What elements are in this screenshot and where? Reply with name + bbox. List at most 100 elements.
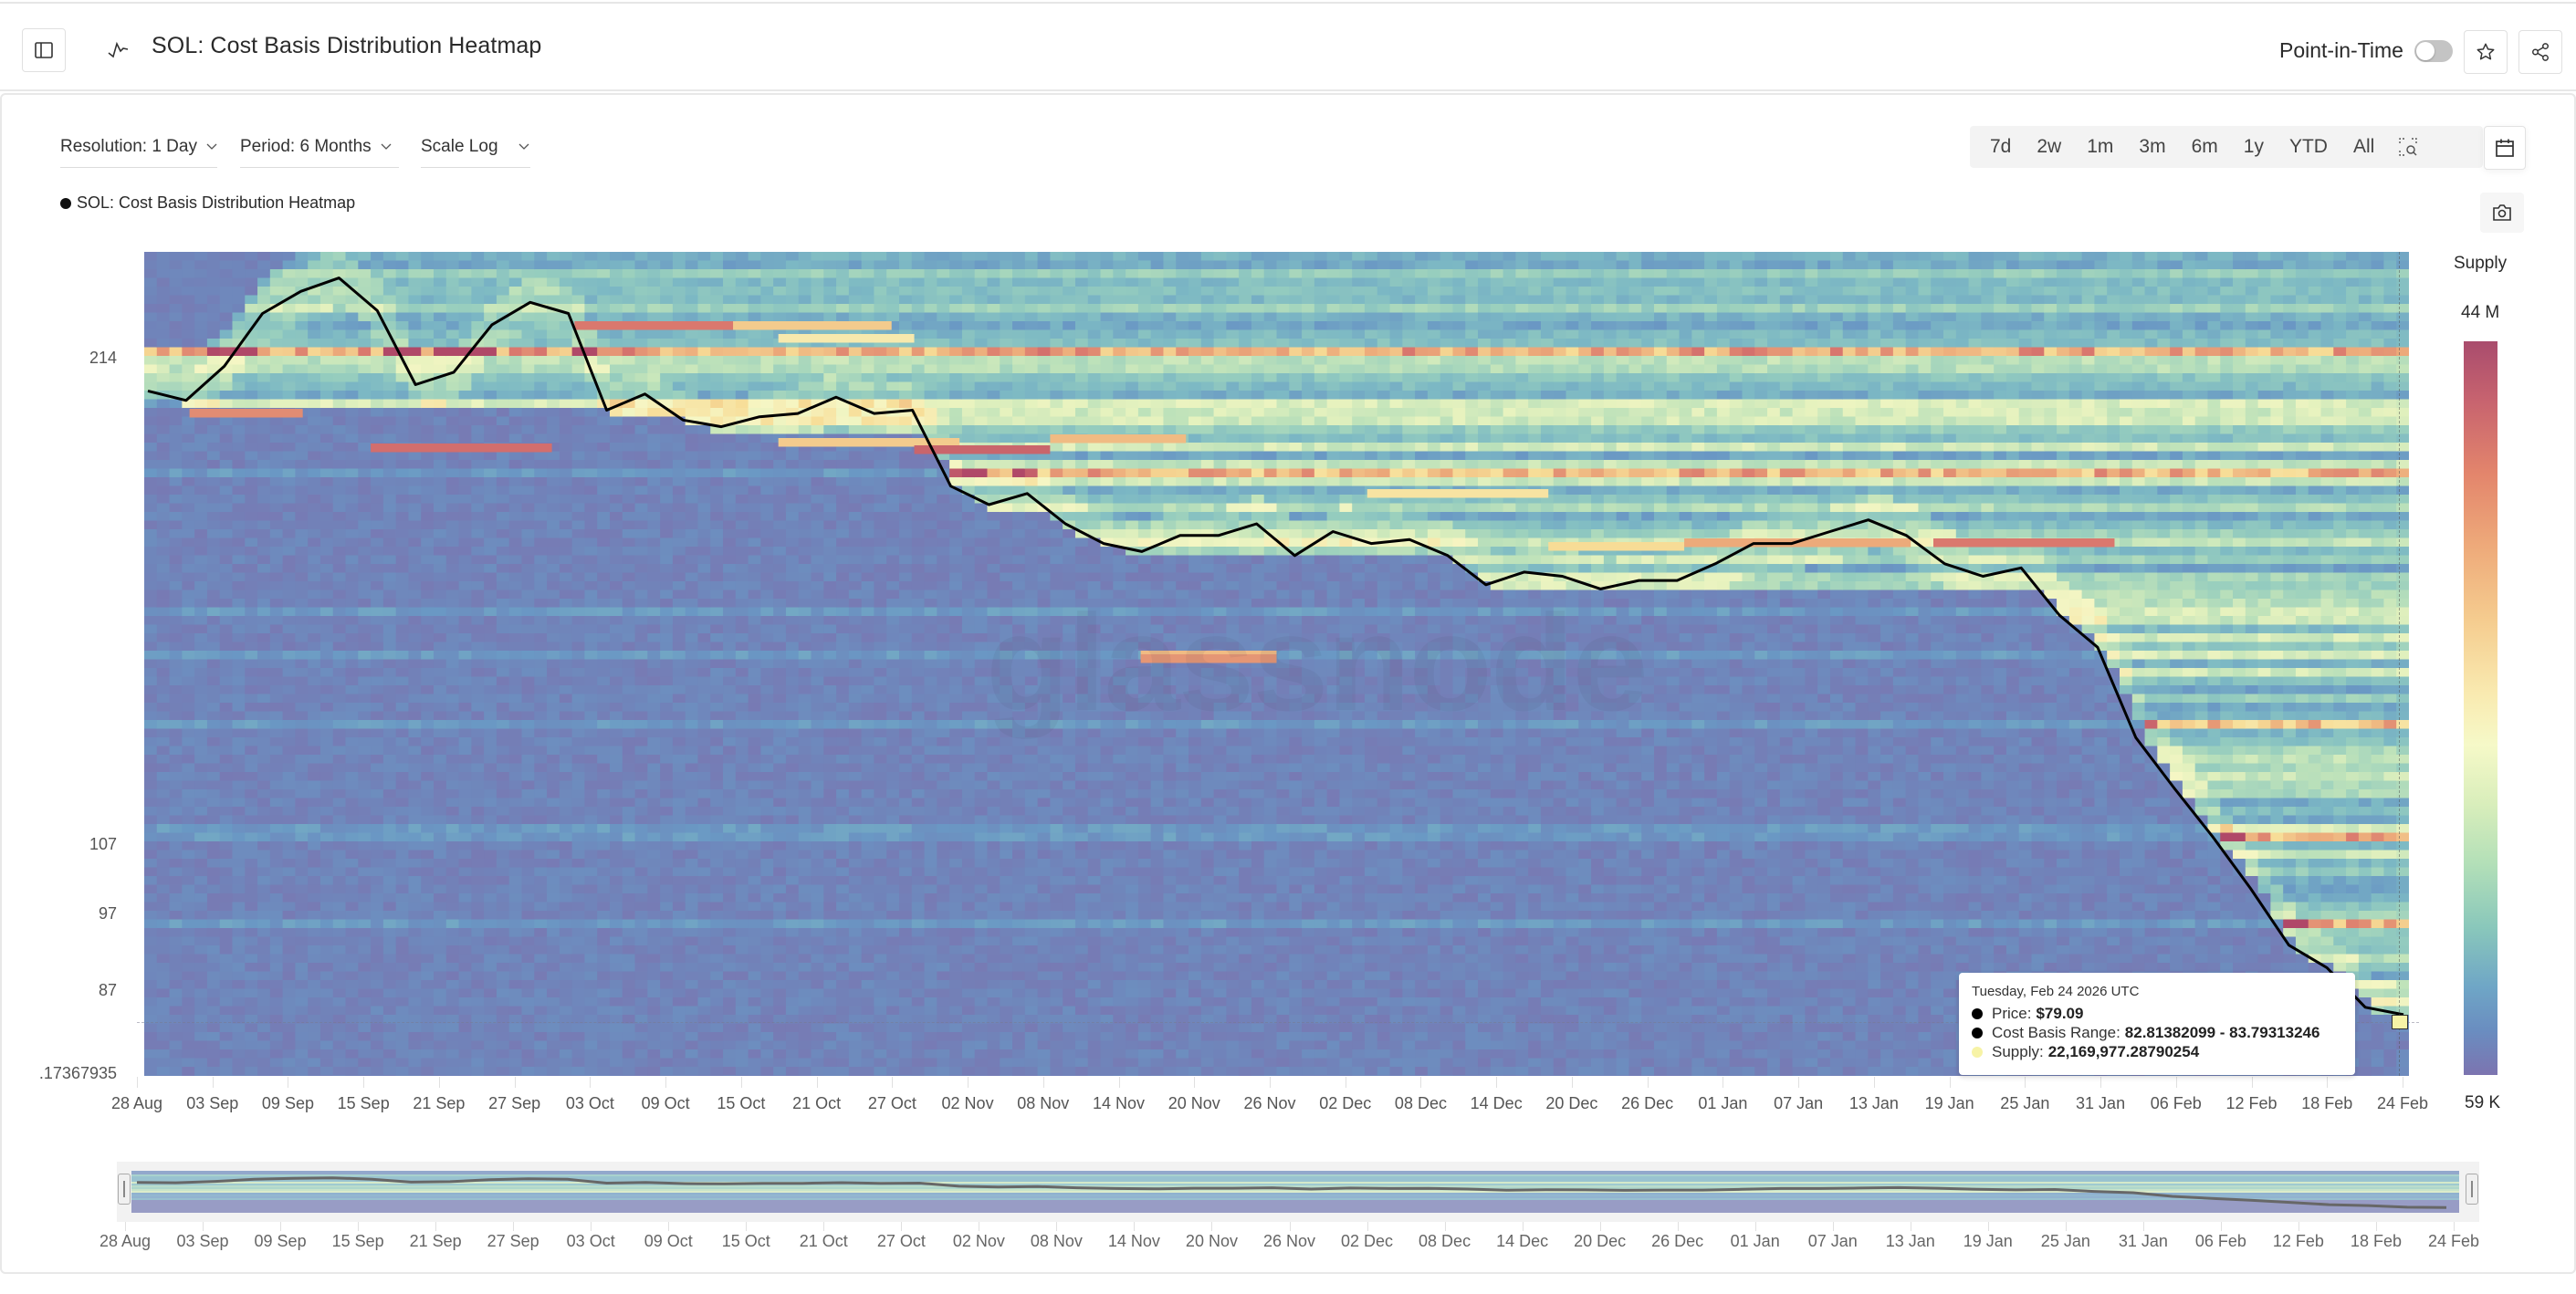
camera-icon xyxy=(2493,204,2511,221)
x-axis-label: 21 Sep xyxy=(413,1094,466,1112)
navigator-tick xyxy=(1987,1222,1989,1231)
tooltip-supply-label: Supply: xyxy=(1992,1043,2044,1060)
x-axis-tick xyxy=(590,1077,592,1088)
navigator-tick xyxy=(591,1222,592,1231)
x-axis-tick xyxy=(1571,1077,1573,1088)
range-3m-button[interactable]: 3m xyxy=(2139,136,2166,157)
zoom-select-button[interactable] xyxy=(2387,126,2429,168)
screenshot-button[interactable] xyxy=(2480,193,2524,233)
favorite-button[interactable] xyxy=(2464,30,2508,74)
point-in-time-label: Point-in-Time xyxy=(2279,38,2403,62)
x-axis-label: 27 Sep xyxy=(488,1094,541,1112)
range-all-button[interactable]: All xyxy=(2352,136,2375,157)
navigator-left-handle[interactable] xyxy=(118,1174,131,1205)
calendar-icon xyxy=(2496,139,2514,157)
x-axis-label: 20 Dec xyxy=(1545,1094,1598,1112)
y-axis-label: .17367935 xyxy=(38,1064,117,1082)
x-axis-label: 26 Nov xyxy=(1243,1094,1296,1112)
x-axis-label: 19 Jan xyxy=(1924,1094,1974,1112)
x-axis-tick xyxy=(740,1077,742,1088)
navigator-label: 08 Dec xyxy=(1419,1232,1471,1250)
x-axis-label: 12 Feb xyxy=(2225,1094,2278,1112)
x-axis-tick xyxy=(2327,1077,2329,1088)
crosshair-horizontal xyxy=(137,1022,2419,1023)
x-axis-label: 13 Jan xyxy=(1848,1094,1899,1112)
share-button[interactable] xyxy=(2518,30,2562,74)
x-axis-tick xyxy=(968,1077,969,1088)
page-title: SOL: Cost Basis Distribution Heatmap xyxy=(152,33,542,58)
navigator-label: 20 Nov xyxy=(1185,1232,1238,1250)
toggle-knob xyxy=(2416,42,2435,60)
tooltip-range-row: Cost Basis Range: 82.81382099 - 83.79313… xyxy=(1972,1023,2342,1042)
navigator-label: 06 Feb xyxy=(2194,1232,2246,1250)
x-axis-label: 15 Oct xyxy=(717,1094,766,1112)
legend-label: SOL: Cost Basis Distribution Heatmap xyxy=(77,193,356,212)
range-2w-button[interactable]: 2w xyxy=(2037,136,2062,157)
point-in-time-toggle[interactable] xyxy=(2414,40,2453,62)
navigator-label: 09 Oct xyxy=(644,1232,693,1250)
tooltip-supply-value: 22,169,977.28790254 xyxy=(2047,1043,2200,1060)
navigator-label: 27 Oct xyxy=(876,1232,926,1250)
navigator-tick xyxy=(513,1222,515,1231)
top-border xyxy=(0,0,2576,4)
x-axis-tick xyxy=(1118,1077,1120,1088)
x-axis-label: 14 Nov xyxy=(1093,1094,1146,1112)
navigator-label: 14 Dec xyxy=(1496,1232,1549,1250)
navigator-label: 03 Oct xyxy=(566,1232,615,1250)
x-axis-tick xyxy=(1194,1077,1196,1088)
navigator-tick xyxy=(668,1222,670,1231)
x-axis-tick xyxy=(665,1077,667,1088)
navigator-tick xyxy=(1677,1222,1679,1231)
share-icon xyxy=(2532,43,2549,61)
calendar-button[interactable] xyxy=(2484,126,2526,170)
range-ytd-button[interactable]: YTD xyxy=(2288,136,2328,157)
y-axis-label: 87 xyxy=(98,981,117,999)
x-axis-label: 15 Sep xyxy=(337,1094,390,1112)
scale-select[interactable]: Scale Log xyxy=(421,135,530,168)
sidebar-panel-icon xyxy=(35,42,53,58)
y-axis-label: 107 xyxy=(89,835,117,853)
colorbar xyxy=(2464,341,2497,1075)
x-axis-label: 20 Nov xyxy=(1168,1094,1220,1112)
range-1y-button[interactable]: 1y xyxy=(2243,136,2264,157)
time-range-selector: 7d 2w 1m 3m 6m 1y YTD All xyxy=(1970,126,2483,168)
navigator-label: 02 Nov xyxy=(952,1232,1005,1250)
colorbar-max-label: 44 M xyxy=(2461,303,2500,322)
x-axis-label: 08 Dec xyxy=(1394,1094,1447,1112)
navigator-tick xyxy=(1289,1222,1291,1231)
page-header: SOL: Cost Basis Distribution Heatmap Poi… xyxy=(0,4,2576,91)
sidebar-toggle-button[interactable] xyxy=(22,28,66,72)
range-7d-button[interactable]: 7d xyxy=(1990,136,2012,157)
navigator-label: 03 Sep xyxy=(176,1232,229,1250)
navigator-label: 12 Feb xyxy=(2272,1232,2324,1250)
range-1m-button[interactable]: 1m xyxy=(2087,136,2114,157)
navigator-label: 15 Sep xyxy=(331,1232,384,1250)
x-axis-tick xyxy=(1647,1077,1649,1088)
navigator-tick xyxy=(280,1222,282,1231)
x-axis-label: 24 Feb xyxy=(2376,1094,2429,1112)
tooltip-range-label: Cost Basis Range: xyxy=(1992,1024,2120,1041)
range-6m-button[interactable]: 6m xyxy=(2191,136,2218,157)
x-axis-tick xyxy=(137,1077,138,1088)
chart-tooltip: Tuesday, Feb 24 2026 UTC Price: $79.09 C… xyxy=(1959,973,2355,1075)
navigator-right-handle[interactable] xyxy=(2466,1174,2478,1205)
resolution-select[interactable]: Resolution: 1 Day xyxy=(60,135,217,168)
x-axis-label: 27 Oct xyxy=(867,1094,916,1112)
period-select[interactable]: Period: 6 Months xyxy=(240,135,399,168)
tooltip-date: Tuesday, Feb 24 2026 UTC xyxy=(1972,984,2140,999)
chart-legend[interactable]: SOL: Cost Basis Distribution Heatmap xyxy=(60,193,355,213)
tooltip-price-value: $79.09 xyxy=(2036,1005,2084,1022)
hover-cell-marker xyxy=(2392,1015,2408,1029)
heatmap-canvas xyxy=(144,252,2409,1076)
x-axis-label: 31 Jan xyxy=(2076,1094,2126,1112)
navigator-label: 26 Dec xyxy=(1651,1232,1704,1250)
navigator-tick xyxy=(1134,1222,1136,1231)
x-axis-label: 02 Nov xyxy=(941,1094,994,1112)
colorbar-title: Supply xyxy=(2454,254,2508,273)
heatmap-plot-area[interactable] xyxy=(144,252,2409,1076)
scale-value: Scale Log xyxy=(421,137,498,156)
navigator-label: 24 Feb xyxy=(2427,1232,2480,1250)
x-axis-label: 21 Oct xyxy=(792,1094,842,1112)
x-axis-tick xyxy=(514,1077,516,1088)
x-axis-label: 03 Oct xyxy=(565,1094,614,1112)
